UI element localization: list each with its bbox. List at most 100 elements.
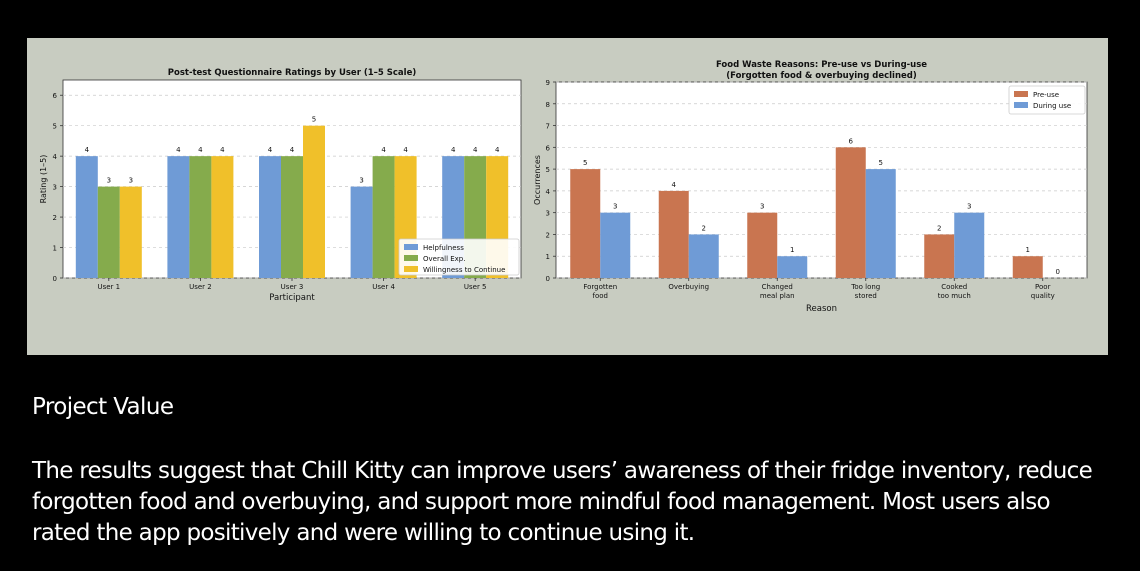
chart2-x-tick-label: Too long [850,283,880,291]
chart1-bar [350,186,373,278]
chart1-bar [303,125,325,278]
chart2-x-tick-label: stored [855,292,877,300]
chart1-y-tick-label: 5 [53,123,57,131]
chart1-data-label: 4 [381,146,386,154]
chart1-y-tick-label: 2 [53,214,57,222]
chart2-x-tick-label: meal plan [760,292,795,300]
chart2-x-tick-label: Overbuying [668,283,709,291]
chart1-data-label: 4 [176,146,181,154]
chart2-x-tick-label: too much [938,292,971,300]
chart2-data-label: 5 [583,159,587,167]
chart1-x-tick-label: User 3 [281,283,304,291]
chart2-y-tick-label: 4 [546,188,551,196]
chart2-y-tick-label: 6 [546,144,551,152]
chart1-bar [189,156,212,278]
chart1-bar [281,156,303,278]
chart2-bar [777,256,808,278]
chart1-data-label: 4 [85,146,90,154]
chart2-y-tick-label: 7 [546,123,550,131]
chart1-y-tick-label: 1 [53,245,57,253]
chart2-x-tick-label: quality [1031,292,1055,300]
chart1-x-tick-label: User 2 [189,283,212,291]
chart2-legend-swatch [1014,91,1028,97]
chart2-data-label: 1 [790,246,794,254]
chart2-data-label: 0 [1056,268,1060,276]
chart2-y-tick-label: 2 [546,231,550,239]
chart2-data-label: 2 [937,224,941,232]
chart1-data-label: 4 [473,146,478,154]
chart2-subtitle: (Forgotten food & overbuying declined) [726,71,917,81]
chart1-bar [211,156,234,278]
chart1-title: Post-test Questionnaire Ratings by User … [168,68,417,78]
chart1-x-tick-label: User 5 [464,283,487,291]
chart1-legend-swatch [404,255,418,261]
chart2-x-tick-label: Forgotten [583,283,617,291]
chart2-data-label: 6 [849,137,854,145]
chart1-y-tick-label: 3 [53,184,57,192]
chart2-x-axis-label: Reason [806,304,837,314]
chart2-title: Food Waste Reasons: Pre-use vs During-us… [716,60,927,70]
chart2-y-tick-label: 5 [546,166,550,174]
chart2-data-label: 2 [702,224,706,232]
chart2-data-label: 5 [879,159,883,167]
chart2-x-tick-label: food [593,292,608,300]
chart2-y-tick-label: 1 [546,253,550,261]
chart2-bar [658,190,689,278]
chart1-legend-label: Helpfulness [423,244,464,252]
chart2-bar [570,169,601,278]
chart1-data-label: 4 [268,146,273,154]
chart2-bar [688,234,719,278]
chart1-legend-swatch [404,266,418,272]
chart1-data-label: 3 [129,177,133,185]
chart2-y-tick-label: 3 [546,210,550,218]
chart2-legend-swatch [1014,102,1028,108]
chart1-y-tick-label: 6 [53,92,58,100]
chart1-bar [259,156,281,278]
chart2-data-label: 4 [672,181,677,189]
chart2-data-label: 3 [760,203,764,211]
chart2-x-tick-label: Cooked [941,283,967,291]
chart1-bar [167,156,190,278]
chart2-y-tick-label: 0 [546,275,550,283]
chart1-data-label: 4 [451,146,456,154]
chart1-y-tick-label: 4 [53,153,58,161]
chart1-x-tick-label: User 1 [97,283,120,291]
chart1-bar [75,156,98,278]
chart2-legend-label: Pre-use [1033,91,1059,99]
chart1-data-label: 3 [107,177,111,185]
chart1-bar [119,186,142,278]
chart1-y-tick-label: 0 [53,275,57,283]
chart1-data-label: 3 [359,177,363,185]
chart2-bar [865,169,896,278]
chart1-data-label: 4 [495,146,500,154]
chart1-data-label: 4 [403,146,408,154]
chart2-data-label: 1 [1026,246,1030,254]
chart2-bar [1012,256,1043,278]
chart2-data-label: 3 [613,203,617,211]
chart1-legend-box [398,238,520,276]
chart2-x-tick-label: Poor [1035,283,1051,291]
chart1-bar [97,186,120,278]
chart1-x-axis-label: Participant [269,293,315,303]
chart1-bar [372,156,395,278]
chart1-legend-label: Overall Exp. [423,255,465,263]
chart2-legend-label: During use [1033,102,1071,110]
chart-panel: 0 1 2 3 4 5 6 4 3 3 User 1 4 4 4 User 2 4 4 5 User 3 3 4 4 Use… [27,38,1108,355]
chart1-data-label: 4 [290,146,295,154]
chart2-bar [924,234,955,278]
section-heading: Project Value [32,394,174,420]
section-body-text: The results suggest that Chill Kitty can… [32,458,1093,546]
chart1-y-axis-label: Rating (1–5) [39,155,48,204]
chart2-y-axis-label: Occurrences [533,155,542,205]
chart2-plot-area [555,81,1088,279]
chart1-legend-label: Willingness to Continue [423,266,505,274]
chart1-legend-swatch [404,244,418,250]
chart2-bar [600,212,631,278]
chart1-data-label: 4 [198,146,203,154]
chart2-data-label: 3 [967,203,971,211]
chart2-bar [835,147,866,278]
chart1-data-label: 5 [312,116,316,124]
chart1-x-tick-label: User 4 [372,283,395,291]
chart2-x-tick-label: Changed [762,283,793,291]
chart2-y-tick-label: 9 [546,79,550,87]
